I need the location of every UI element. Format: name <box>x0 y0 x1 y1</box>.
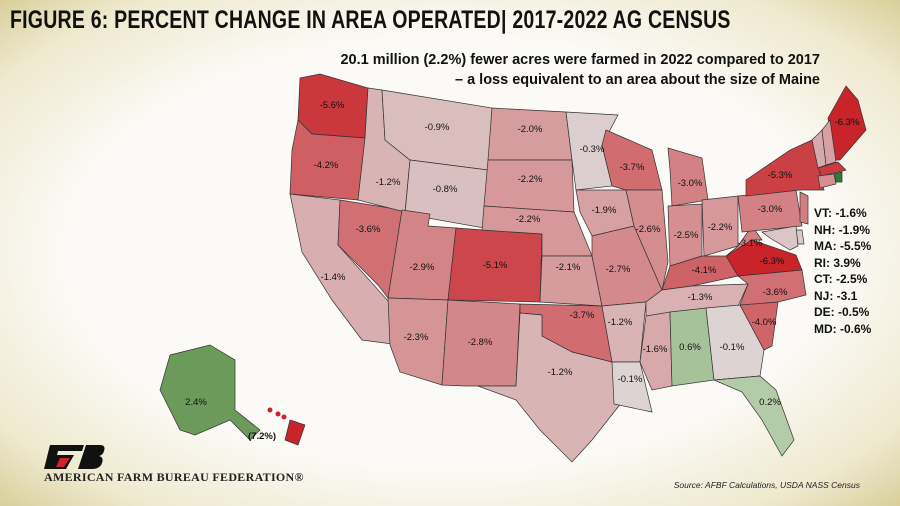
state-value-label: -2.5% <box>674 230 699 241</box>
state-value-label: -1.6% <box>643 344 668 355</box>
state-value-label: -3.6% <box>356 224 381 235</box>
state-value-label: -3.0% <box>678 178 703 189</box>
afbf-logo <box>44 445 105 469</box>
state-value-label: -2.9% <box>410 262 435 273</box>
state-sd <box>483 159 575 213</box>
state-md <box>761 225 799 251</box>
state-mi <box>667 147 709 207</box>
state-value-label: (7.2%) <box>248 431 276 442</box>
legend-entry: NJ: -3.1 <box>814 288 858 303</box>
legend-entry: DE: -0.5% <box>814 305 870 319</box>
state-value-label: -3.0% <box>758 204 783 215</box>
state-ct <box>817 173 837 189</box>
hawaii-island <box>281 414 287 420</box>
state-value-label: -1.4% <box>321 272 346 283</box>
small-states-legend: VT: -1.6% NH: -1.9% MA: -5.5% RI: 3.9% C… <box>814 205 871 337</box>
state-la <box>611 361 653 413</box>
state-nj <box>799 191 809 225</box>
state-ms <box>639 311 673 391</box>
state-value-label: -2.8% <box>468 337 493 348</box>
subtitle-line: – a loss equivalent to an area about the… <box>454 72 820 88</box>
state-value-label: -4.0% <box>752 317 777 328</box>
state-ny <box>745 139 825 197</box>
state-value-label: -2.3% <box>404 332 429 343</box>
state-value-label: -0.9% <box>425 122 450 133</box>
state-value-label: -6.3% <box>760 256 785 267</box>
state-value-label: -4.2% <box>314 160 339 171</box>
state-wi <box>601 129 663 191</box>
hawaii-island <box>267 407 273 413</box>
legend-entry: VT: -1.6% <box>814 206 867 220</box>
legend-entry: RI: 3.9% <box>814 255 861 270</box>
legend-entry: MD: -0.6% <box>814 321 872 336</box>
state-il <box>625 189 669 292</box>
state-value-label: -0.1% <box>618 374 643 385</box>
state-value-label: -3.6% <box>763 287 788 298</box>
figure-title: FIGURE 6: PERCENT CHANGE IN AREA OPERATE… <box>10 6 731 34</box>
organization-name: AMERICAN FARM BUREAU FEDERATION® <box>44 470 304 484</box>
state-value-label: -5.1% <box>483 260 508 271</box>
state-value-label: -2.2% <box>518 174 543 185</box>
state-value-label: -2.7% <box>606 264 631 275</box>
state-value-label: -1.2% <box>548 367 573 378</box>
state-value-label: -1.3% <box>688 292 713 303</box>
state-value-label: -1.9% <box>592 205 617 216</box>
state-value-label: 0.2% <box>759 397 781 408</box>
state-nh <box>821 119 837 166</box>
state-value-label: -2.0% <box>518 124 543 135</box>
state-fl <box>713 375 795 457</box>
state-value-label: -5.3% <box>768 170 793 181</box>
state-tx <box>477 312 623 463</box>
state-ga <box>705 304 765 381</box>
subtitle: 20.1 million (2.2%) fewer acres were far… <box>340 50 820 90</box>
state-value-label: -0.1% <box>720 342 745 353</box>
state-value-label: -1.2% <box>608 317 633 328</box>
state-value-label: -1.2% <box>376 177 401 188</box>
state-value-label: -3.1% <box>738 238 763 249</box>
state-value-label: 0.6% <box>679 342 701 353</box>
state-ak <box>159 344 261 441</box>
subtitle-line: 20.1 million (2.2%) fewer acres were far… <box>340 52 820 68</box>
state-value-label: -4.1% <box>692 265 717 276</box>
legend-entry: NH: -1.9% <box>814 222 871 237</box>
state-value-label: -2.2% <box>516 214 541 225</box>
state-ma <box>817 161 847 177</box>
legend-entry: CT: -2.5% <box>814 272 868 286</box>
state-value-label: -2.6% <box>636 224 661 235</box>
hawaii-island <box>275 411 281 417</box>
state-value-label: -0.8% <box>433 184 458 195</box>
state-az <box>387 297 449 386</box>
state-value-label: -3.7% <box>570 310 595 321</box>
source-note: Source: AFBF Calculations, USDA NASS Cen… <box>673 480 860 490</box>
state-value-label: 2.4% <box>185 397 207 408</box>
state-value-label: -6.3% <box>835 117 860 128</box>
state-value-label: -0.3% <box>580 144 605 155</box>
state-value-label: -2.1% <box>556 262 581 273</box>
state-value-label: -3.7% <box>620 162 645 173</box>
state-value-label: -5.6% <box>320 100 345 111</box>
legend-entry: MA: -5.5% <box>814 239 872 253</box>
state-hi <box>284 419 306 446</box>
state-value-label: -2.2% <box>708 222 733 233</box>
